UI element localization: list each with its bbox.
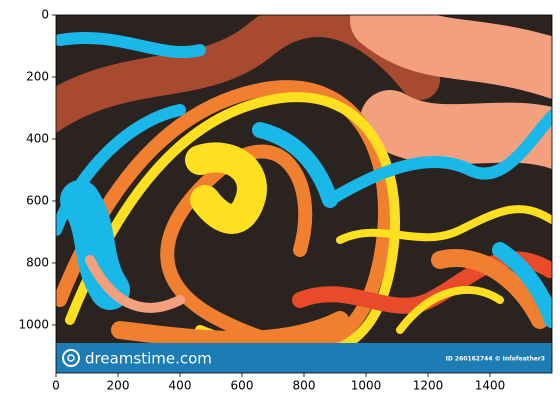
x-tick-label: 200 (107, 379, 130, 393)
x-tick-label: 800 (293, 379, 316, 393)
x-tick-label: 1000 (351, 379, 382, 393)
x-tick-label: 1400 (475, 379, 506, 393)
y-tick-label: 200 (26, 69, 49, 83)
x-tick-label: 1200 (413, 379, 444, 393)
y-tick-label: 800 (26, 255, 49, 269)
y-tick-label: 400 (26, 131, 49, 145)
y-tick-label: 0 (41, 8, 49, 22)
image-id: ID 260162744 © Infofeather3 (446, 356, 545, 363)
y-tick-label: 600 (26, 193, 49, 207)
watermark: dreamstime.com (85, 350, 212, 368)
x-tick-label: 0 (52, 379, 60, 393)
x-tick-label: 600 (231, 379, 254, 393)
image: dreamstime.com ID 260162744 © Infofeathe… (56, 15, 552, 373)
y-tick-label: 1000 (18, 317, 49, 331)
x-tick-label: 400 (169, 379, 192, 393)
